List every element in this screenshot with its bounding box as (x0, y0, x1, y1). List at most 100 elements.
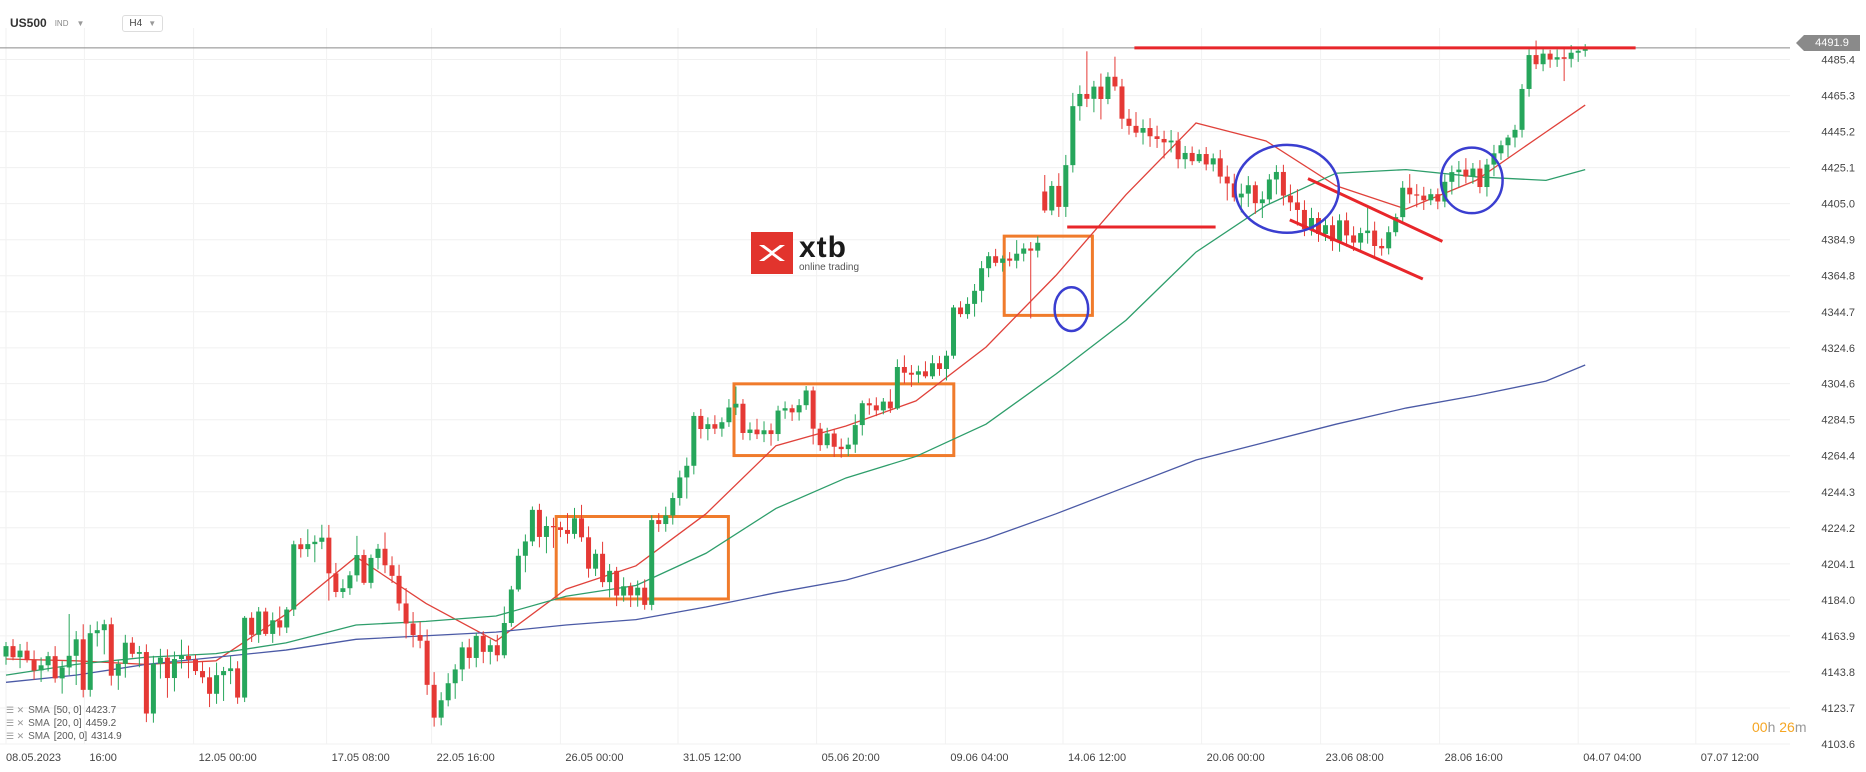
symbol-name[interactable]: US500 (10, 16, 47, 30)
candle-body (171, 659, 177, 679)
candle-body (824, 433, 830, 446)
candle-body (1217, 158, 1223, 177)
candle-body (249, 617, 255, 635)
chevron-down-icon: ▼ (148, 18, 157, 28)
candle-body (1477, 168, 1483, 188)
candle-body (38, 665, 44, 671)
candle-body (193, 659, 199, 672)
symbol-dropdown-icon[interactable]: ▼ (76, 18, 85, 28)
countdown-minutes: 26 (1779, 719, 1795, 735)
candle-body (263, 611, 269, 634)
countdown-m-unit: m (1794, 719, 1807, 735)
candle-body (543, 526, 549, 537)
candle-body (979, 268, 985, 291)
candle-body (1140, 128, 1146, 133)
indicator-settings-icon[interactable]: ☰ ✕ (6, 731, 25, 741)
candle-body (424, 640, 430, 685)
candle-body (1547, 53, 1553, 60)
candle-body (705, 424, 711, 430)
candle-body (1007, 258, 1013, 261)
indicator-settings-icon[interactable]: ☰ ✕ (6, 718, 25, 728)
candle-body (1379, 245, 1385, 249)
candle-body (368, 557, 374, 583)
candle-body (642, 587, 648, 605)
candle-body (691, 415, 697, 466)
candle-body (796, 405, 802, 413)
candle-body (768, 430, 774, 435)
candle-body (557, 527, 563, 530)
x-tick-label: 28.06 16:00 (1445, 752, 1503, 764)
y-tick-label: 4163.9 (1821, 631, 1855, 643)
candle-body (1358, 233, 1364, 243)
candle-body (929, 363, 935, 377)
candle-body (972, 290, 978, 304)
candle-body (312, 541, 318, 545)
candle-body (417, 635, 423, 641)
legend-label: SMA (28, 718, 50, 729)
y-tick-label: 4364.8 (1821, 271, 1855, 283)
candle-body (859, 403, 865, 426)
candle-body (1049, 185, 1055, 211)
symbol-type: IND (54, 18, 69, 28)
trend-line (1307, 177, 1444, 243)
candle-body (965, 303, 971, 315)
legend-row-sma200[interactable]: ☰ ✕ SMA [200, 0] 4314.9 (6, 730, 122, 743)
candle-body (649, 520, 655, 605)
candle-body (466, 647, 472, 658)
indicator-settings-icon[interactable]: ☰ ✕ (6, 705, 25, 715)
x-tick-label: 31.05 12:00 (683, 752, 741, 764)
candle-body (87, 633, 93, 690)
candle-body (1400, 187, 1406, 218)
legend-row-sma50[interactable]: ☰ ✕ SMA [50, 0] 4423.7 (6, 704, 122, 717)
candle-body (361, 555, 367, 583)
candle-body (719, 422, 725, 429)
candle-body (628, 586, 634, 596)
candle-body (221, 671, 227, 676)
countdown-h-unit: h (1767, 719, 1776, 735)
candle-body (277, 620, 283, 628)
candle-body (1224, 176, 1230, 184)
candle-body (101, 624, 107, 631)
candle-body (1273, 171, 1279, 180)
timeframe-selector[interactable]: H4 ▼ (122, 14, 164, 32)
y-tick-label: 4445.2 (1821, 127, 1855, 139)
candle-body (803, 390, 809, 406)
candle-body (782, 408, 788, 411)
candle-body (901, 366, 907, 373)
countdown-hours: 00 (1752, 719, 1768, 735)
candle-body (1463, 169, 1469, 177)
candle-body (473, 635, 479, 658)
x-tick-label: 22.05 16:00 (437, 752, 495, 764)
x-tick-label: 16:00 (89, 752, 117, 764)
candle-body (1533, 55, 1539, 65)
candle-body (284, 609, 290, 628)
legend-row-sma20[interactable]: ☰ ✕ SMA [20, 0] 4459.2 (6, 717, 122, 730)
candle-body (59, 667, 65, 679)
candle-body (235, 668, 241, 698)
x-tick-label: 23.06 08:00 (1326, 752, 1384, 764)
y-tick-label: 4103.6 (1821, 739, 1855, 751)
y-tick-label: 4284.5 (1821, 415, 1855, 427)
candle-body (1126, 118, 1132, 126)
candle-body (1133, 125, 1139, 133)
y-tick-label: 4384.9 (1821, 235, 1855, 247)
candle-body (1372, 230, 1378, 246)
candle-body (852, 425, 858, 445)
y-tick-label: 4324.6 (1821, 343, 1855, 355)
candle-body (73, 639, 79, 656)
candle-body (810, 390, 816, 429)
candle-body (986, 256, 992, 269)
candle-body (1210, 158, 1216, 165)
y-tick-label: 4123.7 (1821, 703, 1855, 715)
candle-body (164, 657, 170, 679)
candle-body (200, 671, 206, 678)
candle-body (487, 645, 493, 652)
candle-body (207, 677, 213, 694)
candle-body (1301, 209, 1307, 230)
candle-body (1287, 195, 1293, 203)
candle-body (1554, 57, 1560, 60)
legend-label: SMA (28, 731, 50, 742)
candle-countdown: 00h 26m (1752, 719, 1807, 735)
